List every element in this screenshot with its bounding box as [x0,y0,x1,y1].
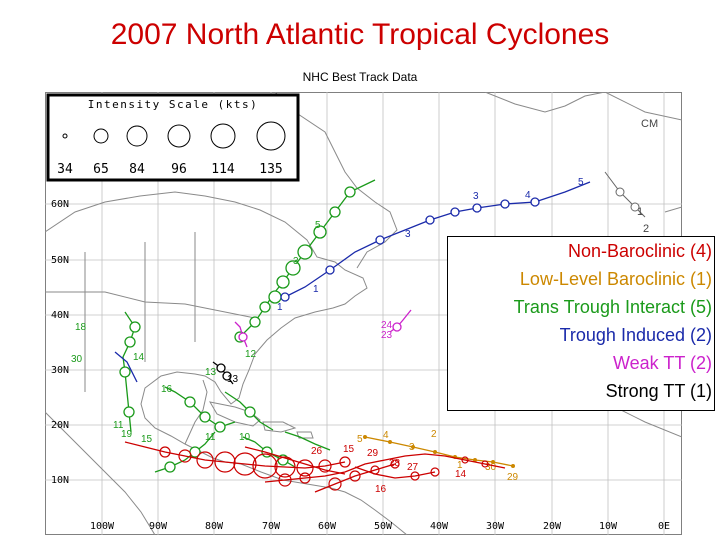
track-label: 14 [455,469,467,480]
track-type-legend: Non-Baroclinic (4) Low-Level Baroclinic … [447,236,715,411]
track-label: 13 [205,367,217,378]
track-label: 12 [245,349,257,360]
track-label: 27 [407,462,419,473]
black-track [212,361,234,385]
lon-label: 0E [658,521,670,532]
intensity-value: 114 [211,162,235,177]
lat-label: 50N [51,255,69,266]
lon-label: 90W [149,521,168,532]
orange-track-markers [363,435,515,468]
page-subtitle: NHC Best Track Data [302,70,418,84]
track-label: 4 [383,430,389,441]
track-label: 24 [381,320,393,331]
track-label: 16 [375,484,387,495]
intensity-value: 96 [171,162,187,177]
legend-item-weak-tt: Weak TT (2) [612,353,712,373]
gray-tracks [604,171,646,218]
intensity-scale: Intensity Scale (kts) 34 65 84 96 114 13… [46,93,300,182]
blue-track-markers [280,197,540,302]
intensity-value: 65 [93,162,109,177]
green-track-labels: 5 3 10 19 15 11 14 16 30 13 18 12 11 [71,220,321,445]
track-label: 11 [113,420,124,431]
track-label: 2 [643,223,649,235]
track-label: 18 [75,322,87,333]
intensity-value: 34 [57,162,73,177]
track-label: 19 [121,429,133,440]
track-label: 29 [367,448,379,459]
lat-label: 40N [51,310,69,321]
intensity-value: 84 [129,162,145,177]
blue-track-labels: 3 4 5 3 1 1 [277,177,584,313]
track-label: 23 [381,330,393,341]
track-label: 29 [507,472,519,483]
latitude-labels: 60N 50N 40N 30N 20N 10N [51,199,69,486]
page-title: 2007 North Atlantic Tropical Cyclones [110,18,610,51]
track-label: 13 [227,374,239,385]
track-label: 16 [161,384,173,395]
lon-label: 80W [205,521,224,532]
track-label: CM [641,118,658,130]
track-label: 5 [357,434,363,445]
orange-track-labels: 5 4 3 2 1 30 29 [357,429,519,483]
lat-label: 60N [51,199,69,210]
track-label: 3 [409,442,415,453]
track-label: 5 [315,220,321,231]
track-label: 30 [485,462,497,473]
track-label: 11 [205,432,216,443]
track-label: 1 [277,302,283,313]
legend-item-low-level-baroclinic: Low-Level Baroclinic (1) [519,269,712,289]
legend-item-trans-trough-interact: Trans Trough Interact (5) [513,297,712,317]
lon-label: 30W [486,521,505,532]
legend-item-strong-tt: Strong TT (1) [605,381,712,401]
track-label: 1 [457,460,463,471]
track-label: 1 [637,206,643,218]
track-label: 26 [311,446,323,457]
track-label: 2 [431,429,437,440]
lon-label: 50W [374,521,393,532]
lat-label: 30N [51,365,69,376]
track-label: 14 [133,352,145,363]
lon-label: 20W [543,521,562,532]
track-label: 4 [525,190,531,201]
orange-track [364,436,514,467]
track-label: 15 [141,434,153,445]
track-label: 10 [239,432,251,443]
legend-item-trough-induced: Trough Induced (2) [559,325,712,345]
red-track-markers [159,446,489,491]
track-label: 28 [389,458,401,469]
legend-item-non-baroclinic: Non-Baroclinic (4) [567,241,712,261]
track-label: 1 [313,284,319,295]
lat-label: 20N [51,420,69,431]
track-label: 3 [405,229,411,240]
lon-label: 100W [90,521,115,532]
intensity-scale-title: Intensity Scale (kts) [88,98,259,111]
magenta-track-markers [238,322,402,342]
track-label: 5 [578,177,584,188]
lon-label: 70W [262,521,281,532]
track-label: 3 [473,191,479,202]
track-label: 15 [343,444,355,455]
longitude-labels: 100W 90W 80W 70W 60W 50W 40W 30W 20W 10W… [90,521,670,532]
track-label: 3 [293,256,299,267]
red-track-labels: 26 15 29 28 27 14 16 [311,444,467,495]
lat-label: 10N [51,475,69,486]
lon-label: 40W [430,521,449,532]
lon-label: 10W [599,521,618,532]
intensity-value: 135 [259,162,282,177]
track-label: 30 [71,354,83,365]
lon-label: 60W [318,521,337,532]
